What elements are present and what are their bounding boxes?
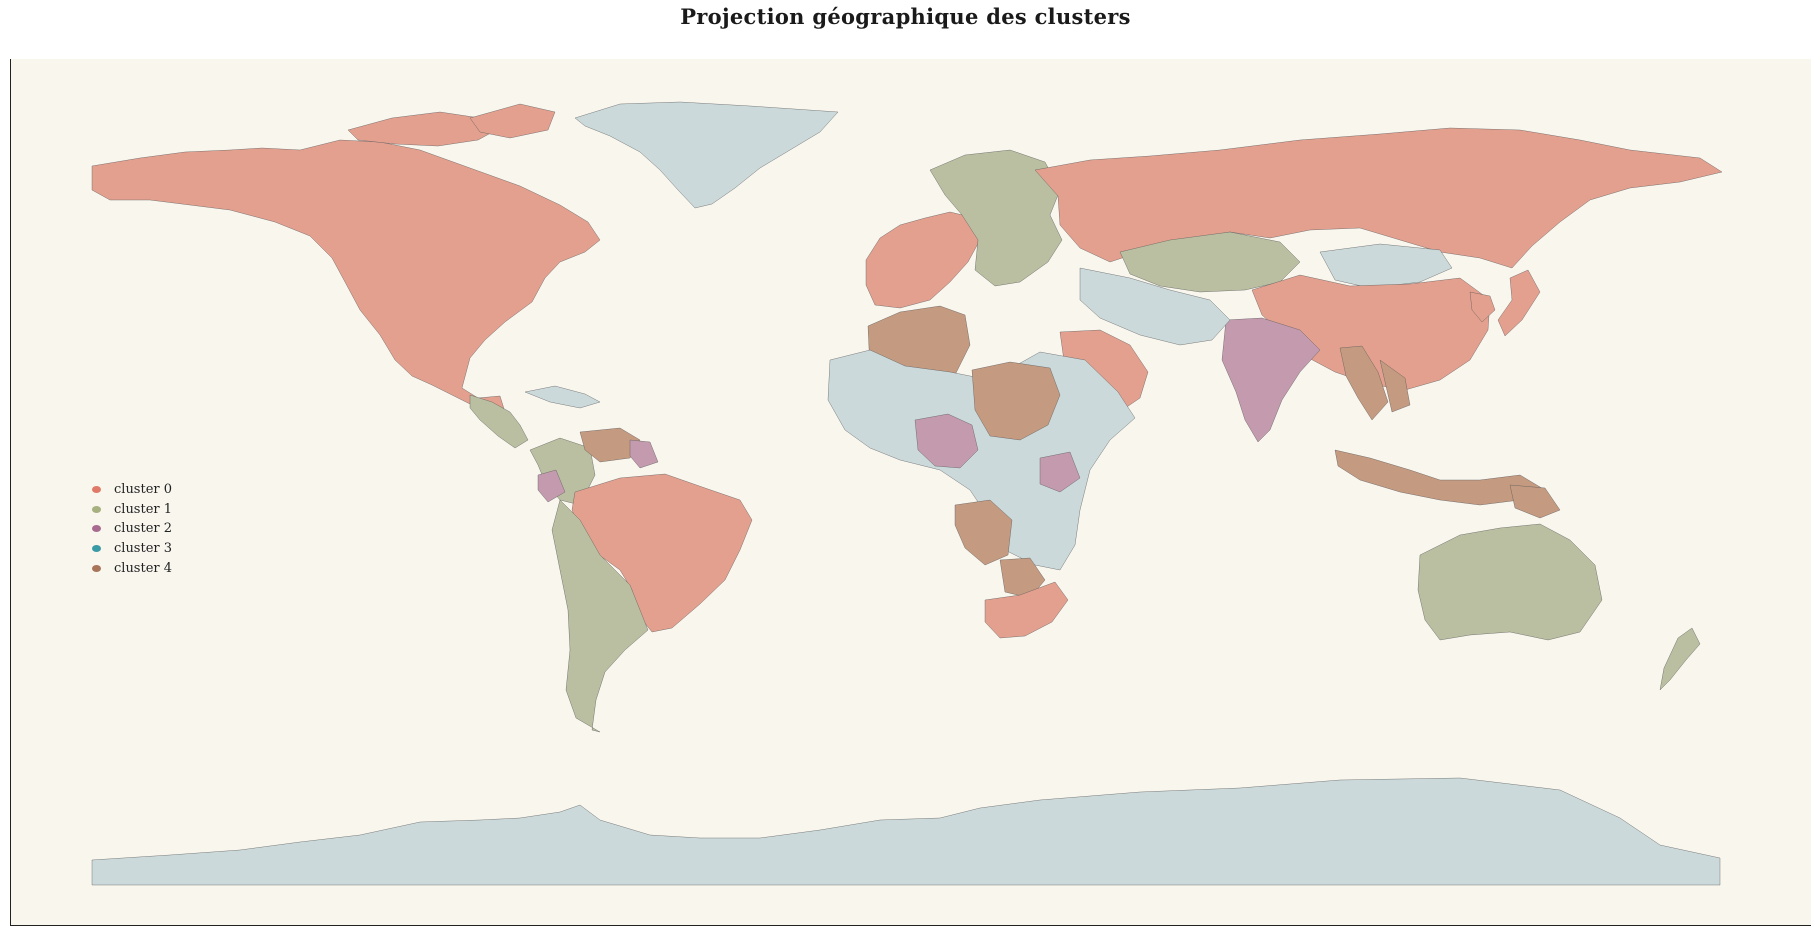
region-mongolia[interactable] xyxy=(1319,243,1453,289)
region-ecuador[interactable] xyxy=(537,469,566,503)
region-caribbean[interactable] xyxy=(524,385,601,409)
region-antarctica[interactable] xyxy=(91,777,1721,886)
legend-label: cluster 2 xyxy=(114,521,173,537)
region-japan-korea-1[interactable] xyxy=(1497,269,1541,337)
region-southeast-asia-0[interactable] xyxy=(1339,345,1389,421)
legend: cluster 0 cluster 1 cluster 2 cluster 3 … xyxy=(92,480,172,578)
legend-swatch-cluster-1 xyxy=(92,505,101,513)
region-new-zealand[interactable] xyxy=(1659,627,1701,691)
legend-item-cluster-3: cluster 3 xyxy=(92,539,172,559)
region-india[interactable] xyxy=(1221,317,1321,443)
region-nigeria-0[interactable] xyxy=(914,413,979,469)
legend-label: cluster 3 xyxy=(114,541,173,557)
region-central-america[interactable] xyxy=(469,394,529,449)
region-iran-central-asia[interactable] xyxy=(1079,267,1231,346)
region-angola-0[interactable] xyxy=(954,499,1013,566)
region-australia[interactable] xyxy=(1417,523,1603,641)
legend-swatch-cluster-2 xyxy=(92,525,101,533)
legend-item-cluster-0: cluster 0 xyxy=(92,480,172,500)
region-chad-sudan[interactable] xyxy=(971,361,1061,441)
legend-swatch-cluster-3 xyxy=(92,545,101,553)
region-nigeria-1[interactable] xyxy=(1039,451,1081,493)
map-title: Projection géographique des clusters xyxy=(680,4,1131,29)
region-western-europe[interactable] xyxy=(865,211,981,309)
legend-label: cluster 4 xyxy=(114,560,173,576)
region-north-america-0[interactable] xyxy=(91,139,601,413)
region-venezuela[interactable] xyxy=(579,427,641,463)
region-indonesia-1[interactable] xyxy=(1509,484,1561,519)
region-japan-korea-0[interactable] xyxy=(1469,291,1496,323)
region-eastern-europe[interactable] xyxy=(929,149,1063,287)
region-southern-south-america[interactable] xyxy=(551,499,649,733)
legend-swatch-cluster-4 xyxy=(92,564,101,572)
legend-label: cluster 0 xyxy=(114,482,173,498)
region-north-america-2[interactable] xyxy=(469,103,556,139)
region-south-africa[interactable] xyxy=(984,581,1069,639)
region-southeast-asia-1[interactable] xyxy=(1379,359,1411,413)
region-guyana[interactable] xyxy=(629,439,659,469)
legend-item-cluster-1: cluster 1 xyxy=(92,500,172,520)
legend-swatch-cluster-0 xyxy=(92,486,101,494)
legend-label: cluster 1 xyxy=(114,501,173,517)
region-greenland[interactable] xyxy=(574,101,839,209)
legend-item-cluster-4: cluster 4 xyxy=(92,558,172,578)
legend-item-cluster-2: cluster 2 xyxy=(92,519,172,539)
